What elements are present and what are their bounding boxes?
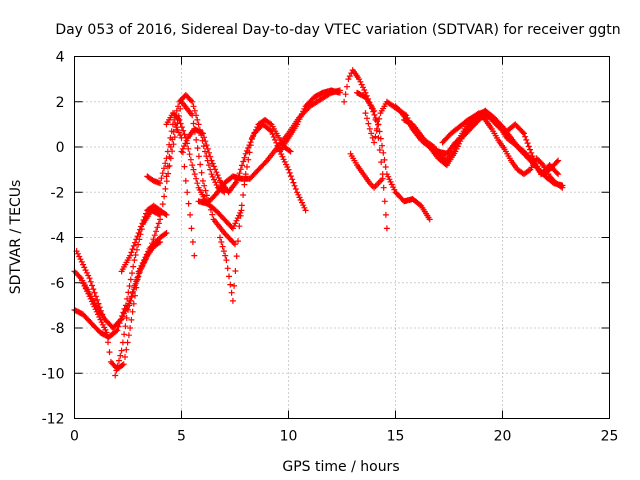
plot-frame bbox=[74, 56, 610, 419]
y-axis-label: SDTVAR / TECUs bbox=[8, 180, 24, 295]
x-axis-label: GPS time / hours bbox=[282, 459, 399, 475]
point-markers bbox=[276, 87, 343, 155]
y-tick-label: 4 bbox=[56, 50, 65, 66]
y-tick-label: 0 bbox=[56, 140, 65, 156]
y-tick-label: -8 bbox=[51, 321, 65, 337]
point-markers bbox=[112, 239, 164, 379]
series-arc-15 bbox=[347, 150, 386, 191]
gridlines bbox=[74, 56, 610, 419]
series-arc-20 bbox=[439, 107, 566, 189]
point-markers bbox=[73, 248, 106, 318]
point-markers bbox=[439, 107, 566, 189]
series-arc-13 bbox=[276, 87, 343, 155]
point-markers bbox=[195, 87, 343, 207]
series-arc-4 bbox=[73, 248, 106, 318]
x-tick-label: 0 bbox=[70, 429, 79, 445]
series-arc-14 bbox=[341, 67, 433, 223]
point-markers bbox=[118, 202, 170, 275]
x-tick-label: 15 bbox=[387, 429, 405, 445]
x-tick-label: 25 bbox=[601, 429, 619, 445]
series-arc-5 bbox=[112, 239, 164, 379]
data-points bbox=[71, 67, 566, 379]
series-arc-8 bbox=[163, 121, 198, 259]
y-tick-label: -6 bbox=[51, 276, 65, 292]
y-tick-label: -12 bbox=[42, 412, 65, 428]
x-tick-label: 10 bbox=[280, 429, 298, 445]
series-arc-6 bbox=[118, 202, 170, 275]
point-markers bbox=[163, 121, 198, 259]
x-tick-label: 20 bbox=[494, 429, 512, 445]
point-markers bbox=[347, 150, 386, 191]
x-tick-labels: 0 5 10 15 20 25 bbox=[70, 429, 618, 445]
x-tick-label: 5 bbox=[177, 429, 186, 445]
y-tick-labels: -12 -10 -8 -6 -4 -2 0 2 4 bbox=[42, 50, 65, 428]
y-tick-label: 2 bbox=[56, 95, 65, 111]
chart-title: Day 053 of 2016, Sidereal Day-to-day VTE… bbox=[55, 22, 620, 38]
y-tick-label: -4 bbox=[51, 231, 65, 247]
y-tick-label: -10 bbox=[42, 366, 65, 382]
series-arc-11 bbox=[195, 87, 343, 207]
y-tick-label: -2 bbox=[51, 185, 65, 201]
point-markers bbox=[341, 67, 433, 223]
